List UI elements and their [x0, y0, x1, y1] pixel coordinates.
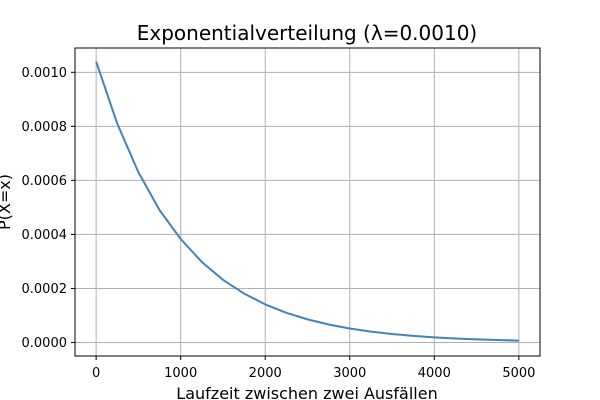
- y-axis-label: P(X=x): [0, 174, 14, 230]
- chart-title: Exponentialverteilung (λ=0.0010): [137, 21, 477, 45]
- y-tick-label: 0.0002: [22, 282, 68, 297]
- tick-layer: 0 1000 2000 3000 4000 5000 0.0000 0.0002 0.0004 0…: [22, 66, 536, 381]
- plot-frame: [74, 47, 541, 357]
- x-tick-label: 3000: [333, 366, 366, 381]
- x-tick-label: 0: [92, 366, 100, 381]
- x-tick-label: 4000: [418, 366, 451, 381]
- x-tick-label: 2000: [249, 366, 282, 381]
- y-tick-label: 0.0006: [22, 174, 68, 189]
- x-tick-label: 1000: [164, 366, 197, 381]
- x-tick-label: 5000: [502, 366, 535, 381]
- y-tick-label: 0.0010: [22, 66, 68, 81]
- y-tick-label: 0.0008: [22, 120, 68, 135]
- y-tick-label: 0.0004: [22, 228, 68, 243]
- grid-layer: [75, 48, 540, 356]
- series-layer: [95, 61, 519, 342]
- y-tick-label: 0.0000: [22, 336, 68, 351]
- series-line: [95, 61, 519, 342]
- x-axis-label: Laufzeit zwischen zwei Ausfällen: [176, 384, 437, 400]
